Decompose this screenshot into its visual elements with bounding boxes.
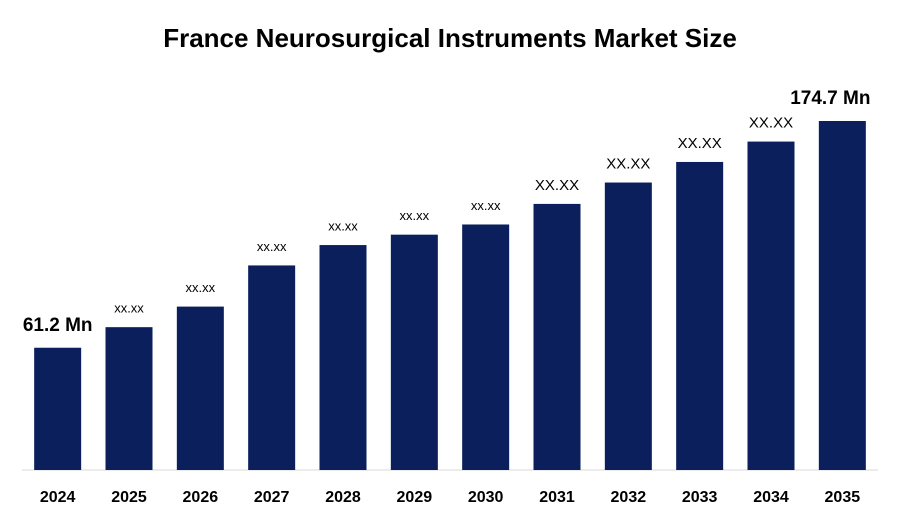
value-label: xx.xx	[328, 218, 358, 233]
bar	[604, 182, 652, 470]
bar	[462, 224, 510, 470]
bar	[747, 141, 795, 470]
x-tick-label: 2033	[682, 489, 718, 506]
x-tick-label: 2034	[753, 489, 789, 506]
chart-title: France Neurosurgical Instruments Market …	[163, 23, 737, 53]
x-tick-label: 2027	[254, 489, 290, 506]
value-label: xx.xx	[400, 208, 430, 223]
value-label: XX.XX	[606, 155, 650, 172]
x-tick-label: 2030	[468, 489, 504, 506]
value-label: XX.XX	[535, 177, 579, 194]
value-label: 61.2 Mn	[23, 315, 93, 336]
x-tick-label: 2035	[825, 489, 861, 506]
bar	[176, 306, 224, 470]
x-tick-label: 2032	[611, 489, 647, 506]
value-label: xx.xx	[471, 198, 501, 213]
x-tick-label: 2031	[539, 489, 575, 506]
x-tick-label: 2025	[111, 489, 147, 506]
bar	[390, 234, 438, 470]
value-label: XX.XX	[749, 115, 793, 132]
bar	[248, 265, 296, 470]
value-label: XX.XX	[678, 135, 722, 152]
bar	[676, 161, 724, 470]
x-tick-label: 2026	[183, 489, 219, 506]
value-label: xx.xx	[186, 280, 216, 295]
bar	[533, 203, 581, 471]
x-tick-label: 2028	[325, 489, 361, 506]
bar	[34, 347, 82, 470]
value-label: xx.xx	[257, 239, 287, 254]
value-label: xx.xx	[114, 301, 144, 316]
x-tick-label: 2024	[40, 489, 76, 506]
bar	[818, 121, 866, 470]
x-tick-label: 2029	[397, 489, 433, 506]
bar	[105, 327, 153, 470]
value-label: 174.7 Mn	[790, 88, 870, 109]
bar	[319, 245, 367, 470]
